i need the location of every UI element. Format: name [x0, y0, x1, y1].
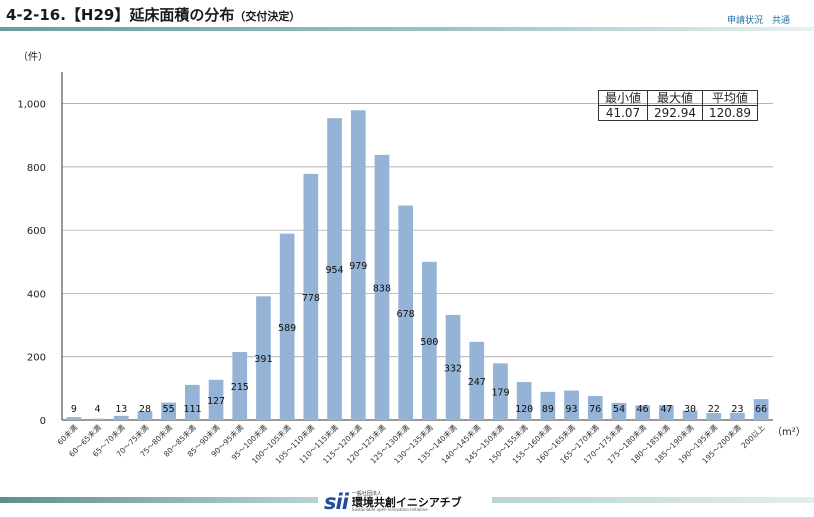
- stats-value-max: 292.94: [647, 105, 704, 121]
- y-tick-label: 1,000: [17, 100, 46, 111]
- sii-logo: sii 一般社団法人 環境共創イニシアチブ Sustainable open I…: [324, 490, 462, 514]
- data-label: 9: [71, 404, 77, 415]
- y-tick-label: 0: [40, 416, 46, 427]
- data-label: 46: [637, 404, 649, 415]
- stats-value-row: 41.07 292.94 120.89: [597, 105, 759, 121]
- data-label: 391: [254, 354, 272, 365]
- bar: [327, 118, 342, 421]
- bar: [730, 412, 745, 420]
- page-title-main: 4-2-16.【H29】延床面積の分布: [6, 6, 235, 24]
- data-label: 678: [397, 309, 415, 320]
- stats-header-min: 最小値: [597, 90, 649, 106]
- data-label: 89: [542, 404, 554, 415]
- data-label: 23: [731, 404, 743, 415]
- bar: [469, 341, 485, 420]
- data-label: 954: [326, 265, 344, 276]
- bar: [753, 399, 769, 420]
- bar: [232, 351, 248, 420]
- bar: [611, 402, 627, 420]
- data-label: 55: [163, 404, 175, 415]
- bar: [374, 154, 390, 420]
- data-label: 4: [95, 404, 101, 415]
- bar: [682, 410, 698, 420]
- page-title: 4-2-16.【H29】延床面積の分布（交付決定）: [6, 4, 300, 25]
- data-label: 500: [420, 337, 438, 348]
- header-rule: [0, 27, 814, 31]
- stats-header-max: 最大値: [647, 90, 704, 106]
- x-axis-unit: （m²）: [772, 427, 806, 438]
- bar: [564, 390, 579, 420]
- data-label: 120: [515, 404, 533, 415]
- data-label: 66: [755, 404, 767, 415]
- header-category-label: 申請状況 共通: [726, 16, 790, 26]
- y-axis-unit: （件）: [18, 52, 48, 63]
- data-label: 28: [139, 404, 151, 415]
- bar: [445, 314, 461, 420]
- stats-value-avg: 120.89: [702, 105, 759, 121]
- bar: [350, 110, 366, 420]
- data-label: 111: [183, 404, 201, 415]
- logo-main-text: 環境共創イニシアチブ: [351, 496, 462, 509]
- bar: [303, 173, 319, 420]
- y-tick-label: 400: [27, 289, 46, 300]
- data-label: 332: [444, 363, 462, 374]
- logo-sub-text: 一般社団法人: [351, 491, 382, 497]
- footer-bar-right: [492, 497, 814, 503]
- data-label: 979: [349, 261, 367, 272]
- data-label: 47: [660, 404, 672, 415]
- y-tick-label: 800: [27, 163, 46, 174]
- bar: [540, 391, 556, 420]
- y-tick-label: 600: [27, 226, 46, 237]
- data-label: 179: [491, 388, 509, 399]
- footer-bar-left: [0, 497, 318, 503]
- bar: [208, 379, 224, 420]
- stats-header-avg: 平均値: [702, 90, 759, 106]
- data-label: 54: [613, 404, 625, 415]
- bar: [706, 413, 722, 420]
- bar: [185, 384, 200, 420]
- bar: [66, 417, 82, 420]
- data-label: 778: [302, 293, 320, 304]
- logo-english-text: Sustainable open Innovation Initiative: [351, 507, 428, 512]
- data-label: 127: [207, 396, 225, 407]
- bar: [493, 363, 508, 420]
- stats-header-row: 最小値 最大値 平均値: [597, 90, 759, 106]
- bar: [161, 402, 176, 420]
- y-tick-label: 200: [27, 353, 46, 364]
- bar: [113, 415, 129, 420]
- bar: [635, 405, 650, 420]
- bar: [587, 395, 603, 420]
- data-label: 30: [684, 404, 696, 415]
- data-label: 838: [373, 283, 391, 294]
- bar: [137, 411, 153, 420]
- bar: [659, 405, 674, 420]
- data-label: 589: [278, 323, 296, 334]
- data-label: 13: [115, 404, 127, 415]
- stats-value-min: 41.07: [597, 105, 649, 121]
- bar: [398, 205, 413, 420]
- bar: [422, 261, 437, 420]
- data-label: 247: [468, 377, 486, 388]
- bar: [256, 296, 271, 420]
- data-label: 93: [566, 404, 578, 415]
- data-label: 76: [589, 404, 601, 415]
- data-label: 22: [708, 404, 720, 415]
- logo-text: 一般社団法人 環境共創イニシアチブ Sustainable open Innov…: [352, 492, 462, 512]
- bar: [516, 382, 532, 420]
- bar: [90, 418, 105, 420]
- data-label: 215: [231, 382, 249, 393]
- page-title-sub: （交付決定）: [234, 10, 301, 23]
- summary-stats-table: 最小値 最大値 平均値 41.07 292.94 120.89: [597, 90, 759, 121]
- logo-mark: sii: [324, 490, 349, 514]
- bar: [279, 233, 295, 420]
- x-tick-label: 200以上: [739, 423, 766, 450]
